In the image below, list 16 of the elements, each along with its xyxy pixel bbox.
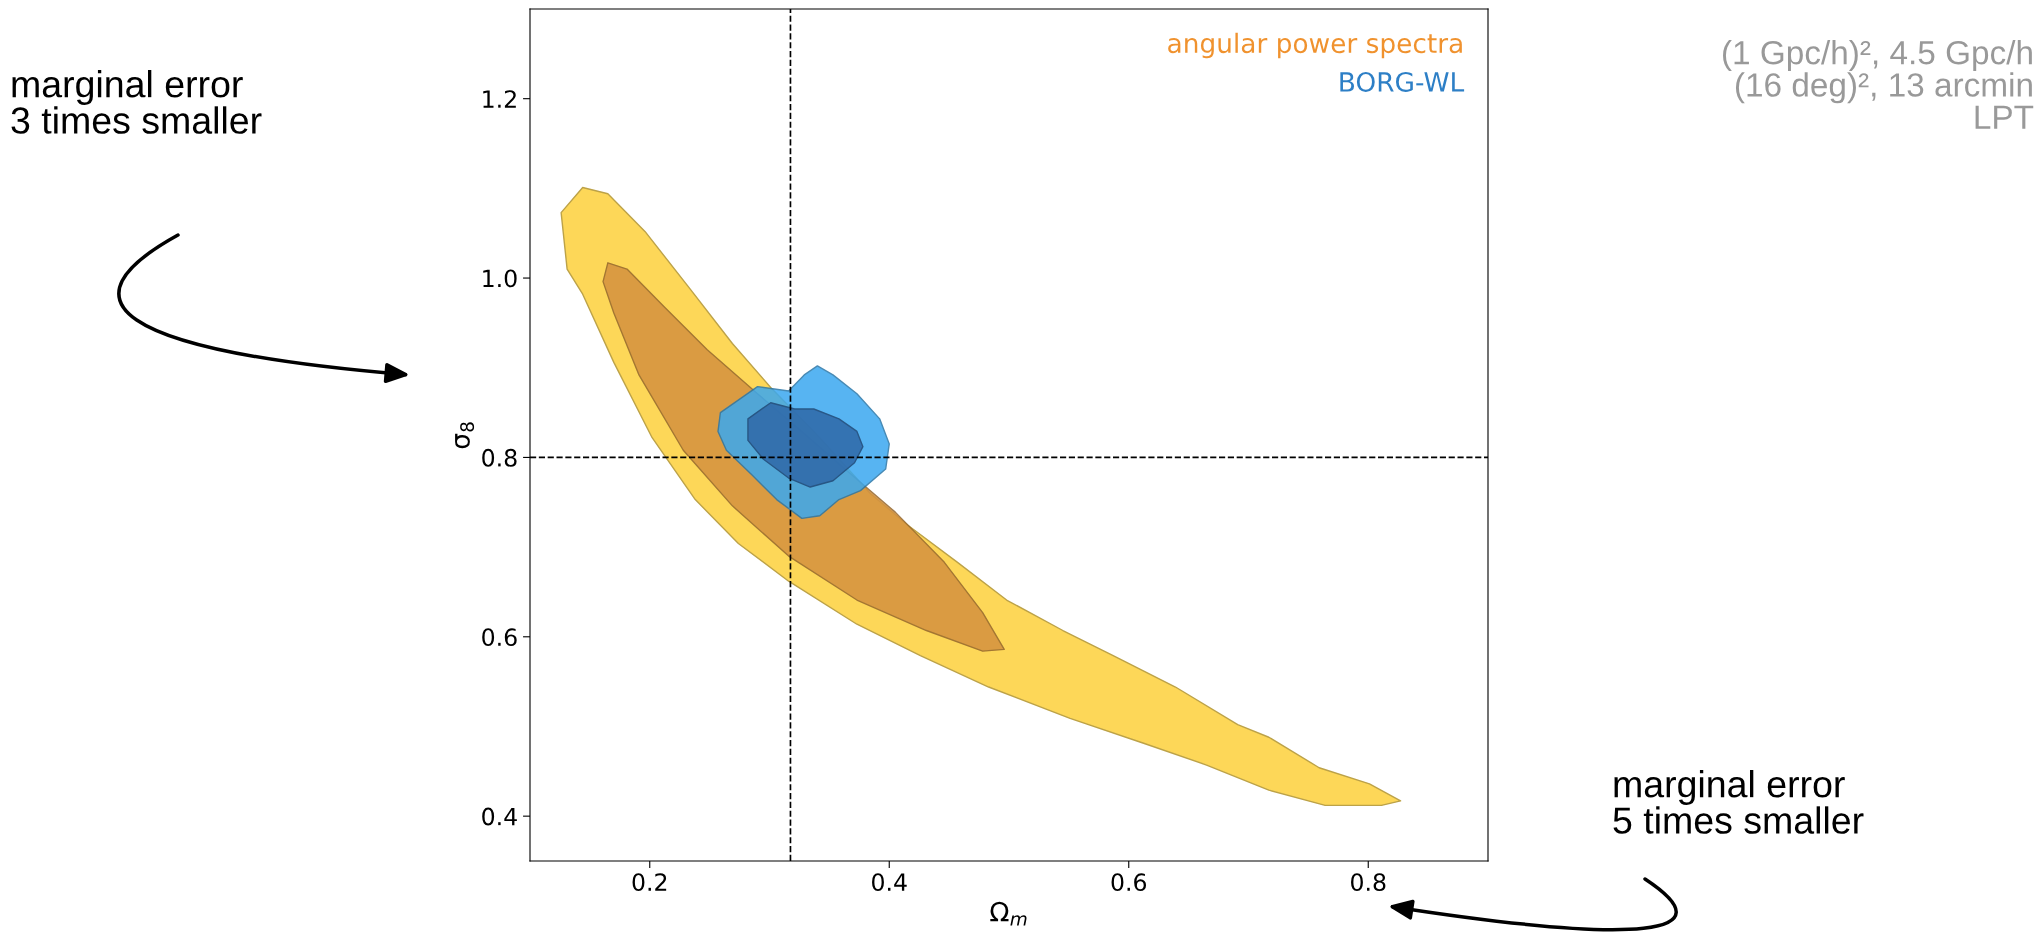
- x-tick-label: 0.6: [1111, 873, 1147, 892]
- text: marginal error 5 times smaller: [1613, 770, 1864, 834]
- y-tick-label: 0.6: [482, 628, 517, 647]
- y-tick-label: 1.2: [483, 90, 516, 108]
- text: BORG-WL: [1340, 71, 1465, 92]
- y-tick-label: 0.4: [482, 807, 517, 826]
- x-tick-label: 0.8: [1351, 873, 1386, 892]
- y-axis-title: σ$_{8}$: [455, 422, 475, 449]
- text: (1 Gpc/h)², 4.5 Gpc/h (16 deg)², 13 arcmin LPT: [1723, 40, 2034, 129]
- y-tick-label: 0.8: [482, 448, 517, 467]
- text: angular power spectra: [1168, 32, 1462, 59]
- x-tick-label: 0.2: [632, 873, 667, 892]
- x-axis-title: Ω$_{m}$: [990, 901, 1027, 926]
- x-tick-label: 0.4: [872, 873, 907, 892]
- y-tick-label: 1.0: [483, 269, 517, 288]
- text: marginal error 3 times smaller: [11, 70, 262, 134]
